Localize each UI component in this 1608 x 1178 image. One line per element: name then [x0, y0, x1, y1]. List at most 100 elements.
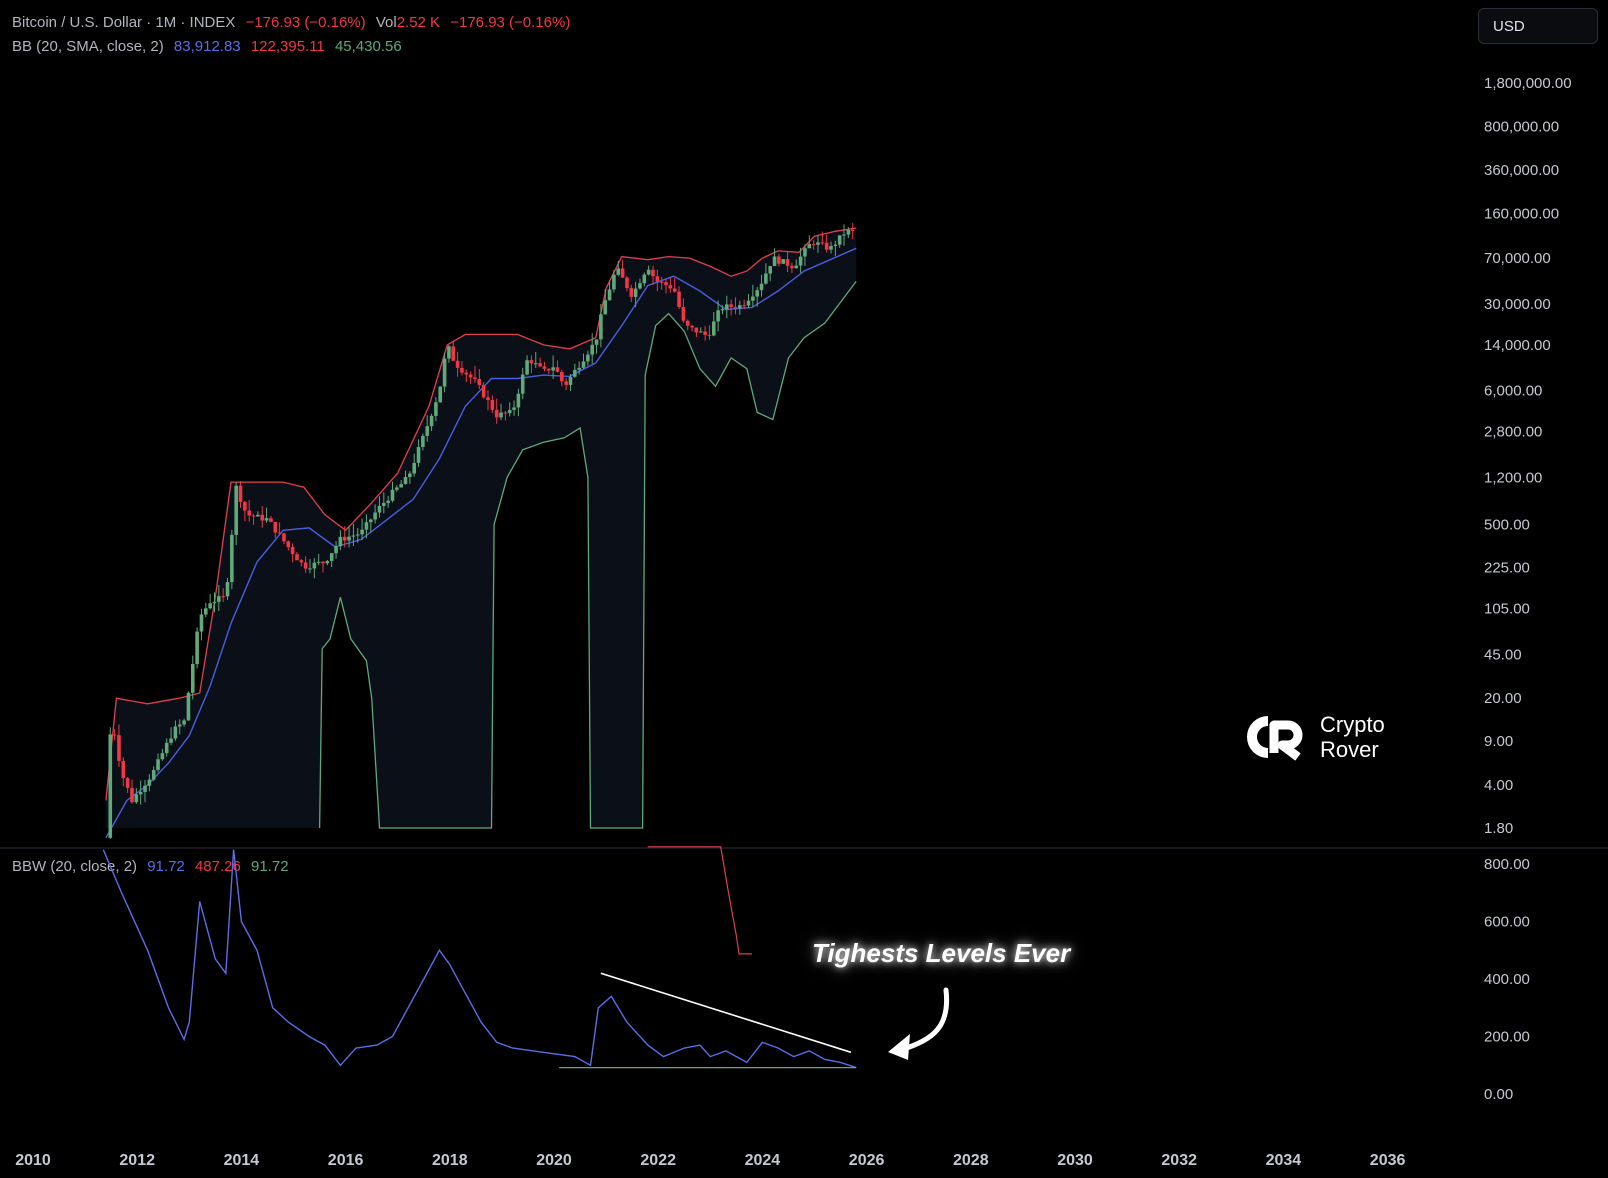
- candle-body: [273, 521, 278, 533]
- candle-body: [698, 331, 703, 333]
- candle-body: [837, 235, 842, 245]
- candle-body: [108, 734, 113, 838]
- candle-body: [633, 288, 638, 297]
- candle-body: [538, 363, 542, 367]
- candle-body: [412, 462, 416, 474]
- candle-body: [555, 367, 560, 372]
- candle-body: [203, 608, 208, 615]
- candle-body: [820, 242, 825, 244]
- volume-value: 2.52 K: [396, 14, 441, 31]
- bb-upper-value: 122,395.11: [250, 38, 325, 55]
- y-axis-tick-label: 30,000.00: [1484, 296, 1551, 313]
- candle-body: [173, 726, 178, 739]
- candle-body: [529, 360, 534, 364]
- candle-body: [477, 379, 482, 385]
- candle-body: [147, 779, 152, 786]
- candle-body: [256, 514, 260, 517]
- candle-body: [438, 386, 443, 403]
- x-axis-year-label: 2032: [1161, 1152, 1197, 1169]
- symbol-title: Bitcoin / U.S. Dollar · 1M · INDEX: [12, 14, 236, 31]
- candle-body: [755, 290, 759, 297]
- candle-body: [238, 485, 243, 502]
- candle-body: [403, 477, 408, 485]
- bbw-y-axis-tick-label: 400.00: [1484, 971, 1530, 988]
- bb-legend: BB (20, SMA, close, 2) 83,912.83 122,395…: [12, 38, 408, 55]
- candle-body: [803, 248, 807, 257]
- candle-body: [342, 536, 347, 541]
- candle-body: [785, 259, 790, 266]
- bbw-series-highest: [647, 846, 752, 955]
- candle-body: [612, 274, 616, 290]
- bollinger-band-fill: [105, 228, 857, 828]
- candle-body: [221, 596, 225, 598]
- y-axis-tick-label: 45.00: [1484, 646, 1522, 663]
- candle-body: [729, 304, 733, 308]
- candle-body: [798, 256, 803, 266]
- candle-body: [777, 256, 781, 264]
- candle-body: [694, 327, 699, 333]
- candle-body: [707, 334, 712, 336]
- candle-body: [434, 402, 438, 416]
- candle-body: [520, 374, 525, 394]
- bbw-lowest-value: 91.72: [251, 858, 289, 875]
- y-axis-tick-label: 6,000.00: [1484, 383, 1542, 400]
- candle-body: [724, 304, 729, 310]
- candle-body: [138, 791, 143, 795]
- candle-body: [230, 534, 234, 583]
- bb-basis-line: [105, 247, 857, 839]
- candle-body: [720, 309, 725, 311]
- candle-body: [199, 614, 204, 632]
- candle-body: [581, 361, 586, 368]
- candle-body: [525, 360, 529, 375]
- candle-body: [451, 346, 456, 361]
- candle-body: [677, 291, 681, 307]
- candle-body: [169, 738, 173, 743]
- candle-body: [251, 515, 256, 517]
- candle-body: [117, 735, 121, 761]
- candle-body: [594, 339, 599, 345]
- candle-body: [177, 724, 182, 727]
- candle-body: [533, 363, 538, 365]
- volume-change: −176.93 (−0.16%): [450, 14, 571, 31]
- candle-body: [568, 376, 573, 385]
- candle-body: [160, 753, 165, 760]
- candle-body: [421, 435, 425, 447]
- main-legend: Bitcoin / U.S. Dollar · 1M · INDEX −176.…: [12, 14, 576, 31]
- y-axis-tick-label: 1.80: [1484, 820, 1513, 837]
- candle-body: [186, 692, 191, 721]
- candle-body: [816, 242, 820, 245]
- x-axis-year-label: 2016: [328, 1152, 364, 1169]
- candle-body: [442, 358, 447, 387]
- candle-body: [494, 409, 499, 418]
- bb-basis-value: 83,912.83: [173, 38, 241, 55]
- candle-body: [295, 554, 299, 561]
- bbw-y-axis-tick-label: 200.00: [1484, 1029, 1530, 1046]
- x-axis-year-label: 2010: [15, 1152, 51, 1169]
- candle-body: [364, 522, 369, 530]
- candle-body: [685, 320, 690, 326]
- candle-body: [607, 289, 612, 301]
- candle-body: [811, 244, 816, 246]
- annotation-arrow-icon: [897, 987, 950, 1053]
- candle-body: [338, 536, 343, 547]
- candle-body: [790, 265, 794, 269]
- annotation-text: Tighests Levels Ever: [812, 938, 1071, 968]
- bb-label: BB (20, SMA, close, 2): [12, 38, 164, 55]
- candle-body: [164, 742, 169, 754]
- bb-lower-line: [318, 281, 857, 829]
- candle-body: [190, 663, 195, 693]
- y-axis-tick-label: 2,800.00: [1484, 424, 1542, 441]
- candle-body: [546, 368, 551, 371]
- candle-body: [651, 269, 655, 277]
- candle-body: [399, 484, 403, 488]
- x-axis-year-label: 2026: [849, 1152, 885, 1169]
- candle-body: [395, 487, 399, 490]
- candle-body: [616, 268, 621, 275]
- currency-selector[interactable]: USD: [1478, 8, 1598, 44]
- candle-body: [121, 760, 126, 779]
- bbw-label: BBW (20, close, 2): [12, 858, 138, 875]
- candle-body: [156, 759, 160, 771]
- candle-body: [768, 266, 773, 274]
- candle-body: [260, 514, 265, 521]
